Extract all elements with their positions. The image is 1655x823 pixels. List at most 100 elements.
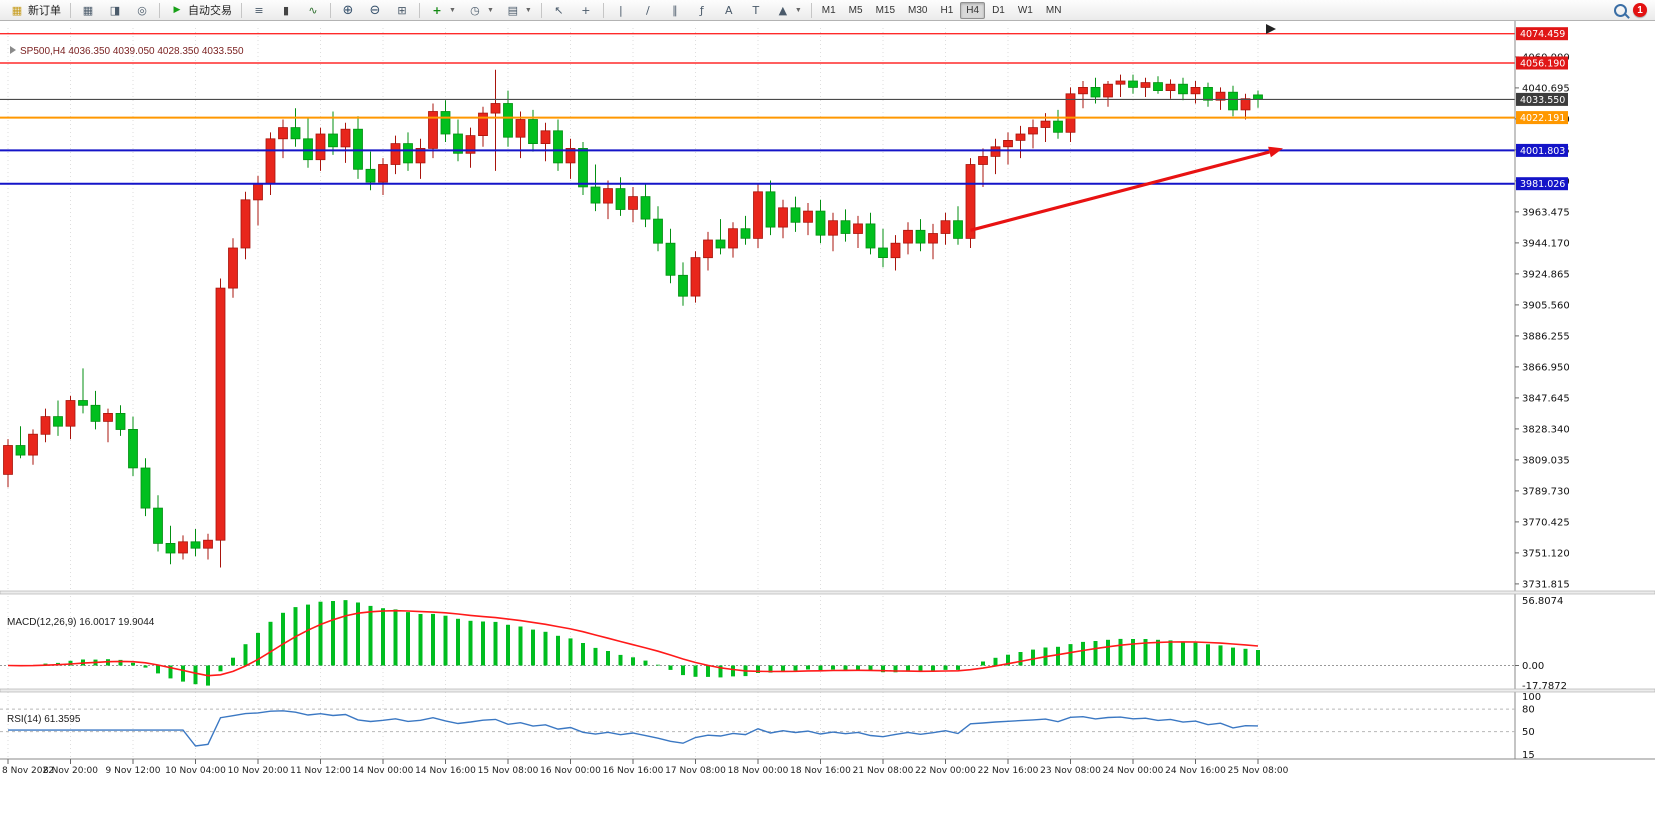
toolbar-separator xyxy=(810,2,812,18)
svg-text:22 Nov 16:00: 22 Nov 16:00 xyxy=(978,766,1039,776)
line-chart-button[interactable]: ∿ xyxy=(300,1,326,20)
svg-text:15: 15 xyxy=(1522,750,1535,761)
toolbar-separator xyxy=(602,2,604,18)
svg-text:3944.170: 3944.170 xyxy=(1522,238,1570,249)
price-badge-4033.550: 4033.550 xyxy=(1516,92,1568,106)
timeframe-button-W1[interactable]: W1 xyxy=(1017,4,1033,16)
navigator-icon: ◎ xyxy=(137,3,147,17)
svg-text:3828.340: 3828.340 xyxy=(1522,424,1570,435)
svg-text:3981.026: 3981.026 xyxy=(1520,179,1565,190)
timeframe-button-H4[interactable]: H4 xyxy=(960,1,986,19)
data-window-button[interactable]: ◨ xyxy=(102,1,128,20)
timeframe-button-H1[interactable]: H1 xyxy=(940,4,954,16)
timeframe-button-MN[interactable]: MN xyxy=(1045,4,1062,16)
search-icon[interactable] xyxy=(1614,3,1627,17)
timeframe-button-M1[interactable]: M1 xyxy=(821,4,836,16)
fibonacci-button[interactable]: ƒ xyxy=(689,1,715,20)
svg-text:21 Nov 08:00: 21 Nov 08:00 xyxy=(853,766,914,776)
price-chart-canvas[interactable]: 4060.0004040.6954021.3904002.0853982.780… xyxy=(0,21,1655,823)
candles-layer[interactable] xyxy=(3,69,1263,568)
svg-text:10 Nov 20:00: 10 Nov 20:00 xyxy=(228,766,289,776)
zoom-in-icon: ⊕ xyxy=(342,2,354,18)
svg-text:3847.645: 3847.645 xyxy=(1522,393,1570,404)
svg-text:3809.035: 3809.035 xyxy=(1522,455,1570,466)
svg-text:10 Nov 04:00: 10 Nov 04:00 xyxy=(165,766,226,776)
grid-button[interactable]: ⊞ xyxy=(389,1,415,20)
toolbar-separator xyxy=(70,2,71,18)
toolbar-separator xyxy=(159,2,160,18)
svg-text:4033.550: 4033.550 xyxy=(1520,95,1565,106)
toolbar-separator xyxy=(540,2,542,18)
candlestick-chart-button[interactable]: ▮ xyxy=(273,1,299,20)
autotrade-label: 自动交易 xyxy=(188,5,232,17)
toolbar-separator xyxy=(419,2,420,18)
price-badge-4022.191: 4022.191 xyxy=(1516,111,1568,125)
chevron-down-icon: ▼ xyxy=(449,6,456,14)
panel-separator[interactable] xyxy=(0,590,1655,595)
notification-badge[interactable]: 1 xyxy=(1633,3,1647,17)
chart-area[interactable]: 4060.0004040.6954021.3904002.0853982.780… xyxy=(0,21,1655,823)
templates-button[interactable]: ▤ ▼ xyxy=(500,1,537,20)
trendline-icon: / xyxy=(645,3,650,17)
trendline-button[interactable]: / xyxy=(635,1,661,20)
toolbar-separator xyxy=(241,2,242,18)
svg-text:8 Nov 20:00: 8 Nov 20:00 xyxy=(43,766,98,776)
svg-text:18 Nov 00:00: 18 Nov 00:00 xyxy=(728,766,789,776)
label-button[interactable]: T xyxy=(743,1,769,20)
crosshair-icon: + xyxy=(581,3,591,17)
svg-text:24 Nov 16:00: 24 Nov 16:00 xyxy=(1165,766,1226,776)
arrows-button[interactable]: ▲ ▼ xyxy=(770,1,807,20)
svg-text:14 Nov 00:00: 14 Nov 00:00 xyxy=(353,766,414,776)
svg-text:0.00: 0.00 xyxy=(1522,661,1544,672)
zoom-out-icon: ⊖ xyxy=(369,2,381,18)
toolbar-separator xyxy=(330,2,331,18)
zoom-out-button[interactable]: ⊖ xyxy=(362,1,388,20)
crosshair-button[interactable]: + xyxy=(573,1,599,20)
macd-panel: 56.8074 0.00 -17.7872 xyxy=(0,596,1567,692)
market-watch-button[interactable]: ▦ xyxy=(75,1,101,20)
timeframe-button-M5[interactable]: M5 xyxy=(848,4,863,16)
text-icon: A xyxy=(725,3,733,17)
channel-button[interactable]: ∥ xyxy=(662,1,688,20)
svg-text:4056.190: 4056.190 xyxy=(1520,59,1565,70)
svg-text:24 Nov 00:00: 24 Nov 00:00 xyxy=(1103,766,1164,776)
timeframe-button-D1[interactable]: D1 xyxy=(992,4,1005,16)
new-order-icon: ▦ xyxy=(11,3,23,17)
text-button[interactable]: A xyxy=(716,1,742,20)
toolbar-right-group: 1 xyxy=(1614,3,1651,17)
market-watch-icon: ▦ xyxy=(82,3,94,17)
timeframe-button-M15[interactable]: M15 xyxy=(875,4,896,16)
bar-chart-button[interactable]: ≡ xyxy=(246,1,272,20)
svg-text:23 Nov 08:00: 23 Nov 08:00 xyxy=(1040,766,1101,776)
navigator-button[interactable]: ◎ xyxy=(129,1,155,20)
svg-text:8 Nov 2022: 8 Nov 2022 xyxy=(2,766,54,776)
cursor-button[interactable]: ↖ xyxy=(546,1,572,20)
candlestick-chart-icon: ▮ xyxy=(282,3,290,17)
svg-text:50: 50 xyxy=(1522,727,1535,738)
price-badge-3981.026: 3981.026 xyxy=(1516,177,1568,191)
vertical-line-button[interactable]: | xyxy=(608,1,634,20)
label-icon: T xyxy=(752,3,760,17)
svg-text:11 Nov 12:00: 11 Nov 12:00 xyxy=(290,766,351,776)
panel-separator[interactable] xyxy=(0,688,1655,693)
svg-text:18 Nov 16:00: 18 Nov 16:00 xyxy=(790,766,851,776)
price-badge-4074.459: 4074.459 xyxy=(1516,27,1568,41)
chevron-down-icon: ▼ xyxy=(486,6,494,14)
autotrade-play-icon: ▶ xyxy=(173,5,181,15)
svg-text:9 Nov 12:00: 9 Nov 12:00 xyxy=(106,766,161,776)
autotrade-button[interactable]: ▶ 自动交易 xyxy=(164,1,237,20)
zoom-in-button[interactable]: ⊕ xyxy=(335,1,361,20)
bar-chart-icon: ≡ xyxy=(254,3,264,17)
price-badge-4001.803: 4001.803 xyxy=(1516,143,1568,157)
periods-button[interactable]: ◷ ▼ xyxy=(462,1,499,20)
timeframe-button-M30[interactable]: M30 xyxy=(908,4,928,16)
svg-text:3751.120: 3751.120 xyxy=(1522,548,1570,559)
new-order-button[interactable]: ▦ 新订单 xyxy=(4,1,66,20)
indicators-button[interactable]: + ▼ xyxy=(424,1,461,20)
svg-text:3866.950: 3866.950 xyxy=(1522,362,1570,373)
cursor-icon: ↖ xyxy=(554,3,564,17)
trend-arrow-annotation[interactable] xyxy=(970,146,1284,232)
svg-text:3886.255: 3886.255 xyxy=(1522,331,1570,342)
